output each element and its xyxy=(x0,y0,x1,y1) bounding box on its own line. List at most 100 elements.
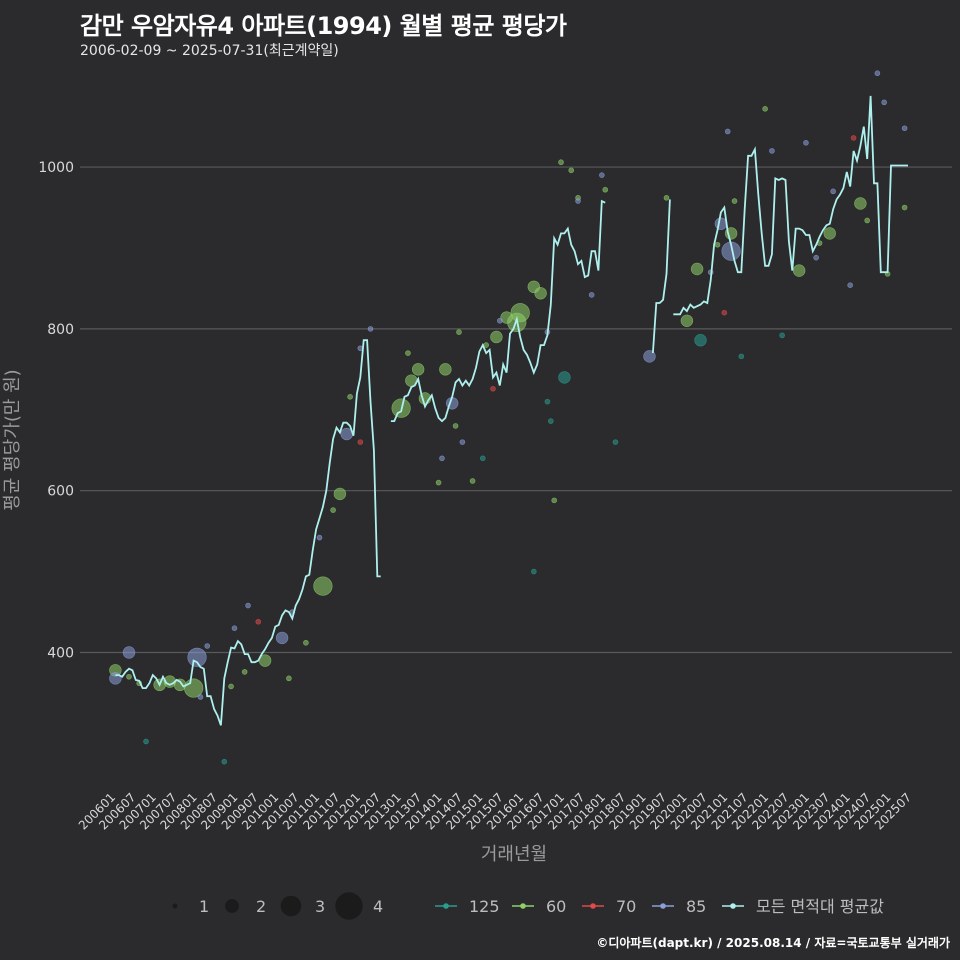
point-60-46 xyxy=(854,197,867,210)
point-60-36 xyxy=(663,195,670,201)
point-125-0 xyxy=(221,758,228,765)
point-85-21 xyxy=(643,350,656,363)
source-credit: ©디아파트(dapt.kr) / 2025.08.14 / 자료=국토교통부 실… xyxy=(596,936,950,950)
point-60-44 xyxy=(823,227,836,240)
point-85-6 xyxy=(245,602,251,609)
point-60-42 xyxy=(762,106,768,112)
y-tick-label-600: 600 xyxy=(47,484,74,500)
size-legend-dot-1 xyxy=(172,903,178,909)
point-85-1 xyxy=(122,646,136,659)
point-70-4 xyxy=(850,135,857,141)
size-legend-dot-3 xyxy=(280,895,302,917)
point-70-3 xyxy=(721,309,728,316)
point-70-2 xyxy=(490,385,496,392)
point-60-31 xyxy=(551,497,558,504)
legend-label-average: 모든 면적대 평균값 xyxy=(756,897,884,916)
chart-title: 감만 우암자유4 아파트(1994) 월별 평균 평당가 xyxy=(80,12,567,40)
point-60-20 xyxy=(405,350,411,356)
scatter-points xyxy=(109,70,908,765)
grid-lines xyxy=(80,166,952,654)
average-line-segment-1 xyxy=(390,199,606,423)
size-legend-label-2: 2 xyxy=(256,897,266,916)
point-60-32 xyxy=(558,159,564,166)
x-axis-ticks: 2006012006072007012007072008012008072009… xyxy=(76,790,914,832)
point-125-9 xyxy=(143,738,149,745)
point-85-33 xyxy=(881,99,887,106)
point-60-11 xyxy=(303,639,309,646)
y-axis-ticks: 400 600 800 1000 xyxy=(38,160,74,661)
point-60-35 xyxy=(602,186,609,193)
average-line-segment-0 xyxy=(115,339,381,726)
point-85-19 xyxy=(588,292,595,298)
point-85-4 xyxy=(204,643,211,649)
point-85-27 xyxy=(803,140,809,146)
point-60-43 xyxy=(792,264,806,277)
x-axis-label: 거래년월 xyxy=(481,844,547,865)
point-125-4 xyxy=(558,371,571,384)
average-line xyxy=(115,95,908,726)
point-125-6 xyxy=(694,334,707,347)
point-125-3 xyxy=(548,418,554,424)
point-60-22 xyxy=(435,479,442,486)
size-legend-label-4: 4 xyxy=(373,897,383,916)
point-60-30 xyxy=(534,287,547,300)
legend-dot-125 xyxy=(443,903,449,909)
point-60-21 xyxy=(439,363,452,376)
point-85-23 xyxy=(714,217,728,230)
point-85-28 xyxy=(813,254,819,261)
point-60-23 xyxy=(452,423,459,429)
point-60-39 xyxy=(714,241,721,248)
point-85-26 xyxy=(769,148,775,154)
point-60-50 xyxy=(456,329,462,335)
point-125-5 xyxy=(612,439,619,445)
point-85-18 xyxy=(575,198,581,204)
point-60-15 xyxy=(347,394,353,400)
point-85-12 xyxy=(367,326,374,332)
chart-subtitle: 2006-02-09 ~ 2025-07-31(최근계약일) xyxy=(80,43,339,59)
point-60-13 xyxy=(333,487,347,501)
point-85-15 xyxy=(459,439,466,445)
legend-dot-70 xyxy=(590,903,596,909)
point-60-38 xyxy=(690,262,704,276)
point-85-32 xyxy=(901,125,908,132)
point-85-31 xyxy=(874,70,881,77)
point-85-29 xyxy=(830,188,836,195)
point-60-7 xyxy=(228,683,234,690)
point-125-2 xyxy=(544,398,551,405)
point-60-14 xyxy=(330,507,336,513)
legend: 1 2 3 4 125 60 70 85 모든 면적대 평균값 xyxy=(172,892,884,920)
point-60-25 xyxy=(490,330,503,344)
point-60-1 xyxy=(126,673,132,680)
point-85-9 xyxy=(316,534,323,541)
legend-dot-60 xyxy=(520,903,526,909)
point-85-2 xyxy=(187,647,207,667)
point-125-10 xyxy=(479,455,486,462)
y-tick-label-800: 800 xyxy=(47,322,74,338)
y-axis-label: 평균 평당가(만 원) xyxy=(2,369,23,510)
average-line-segment-3 xyxy=(673,95,908,316)
point-60-24 xyxy=(469,478,476,484)
point-85-7 xyxy=(275,631,289,645)
legend-label-125: 125 xyxy=(469,897,500,916)
point-125-7 xyxy=(738,353,745,360)
point-60-49 xyxy=(901,204,908,211)
point-60-12 xyxy=(313,576,333,596)
point-60-33 xyxy=(568,167,575,174)
point-125-8 xyxy=(779,332,785,339)
size-legend-dot-2 xyxy=(225,899,239,913)
size-legend-dot-4 xyxy=(335,892,363,920)
point-60-28 xyxy=(510,303,530,323)
point-60-41 xyxy=(731,198,738,204)
point-60-10 xyxy=(286,675,292,682)
point-85-20 xyxy=(599,172,605,178)
average-line-segment-2 xyxy=(652,199,671,354)
point-85-30 xyxy=(847,282,853,288)
point-60-8 xyxy=(241,669,248,675)
point-70-0 xyxy=(255,618,262,625)
size-legend-label-3: 3 xyxy=(315,897,325,916)
size-legend-label-1: 1 xyxy=(199,897,209,916)
legend-dot-85 xyxy=(660,903,666,909)
point-60-18 xyxy=(411,363,425,376)
point-85-25 xyxy=(724,128,731,135)
